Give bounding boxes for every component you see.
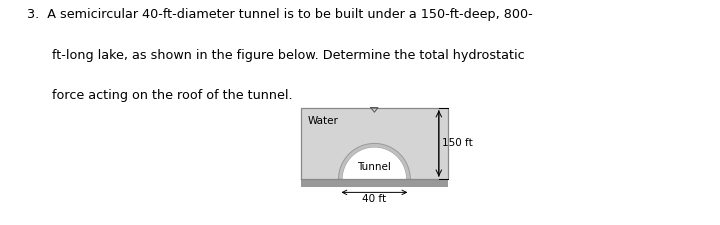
Text: Water: Water bbox=[307, 116, 338, 126]
Bar bbox=[301, 179, 448, 187]
Bar bbox=[301, 108, 448, 179]
Text: 150 ft: 150 ft bbox=[442, 138, 472, 148]
Polygon shape bbox=[338, 144, 410, 179]
Polygon shape bbox=[343, 148, 406, 179]
Text: 3.  A semicircular 40-ft-diameter tunnel is to be built under a 150-ft-deep, 800: 3. A semicircular 40-ft-diameter tunnel … bbox=[27, 8, 533, 21]
Text: 40 ft: 40 ft bbox=[362, 194, 387, 204]
Text: Tunnel: Tunnel bbox=[357, 162, 392, 172]
Text: ft-long lake, as shown in the figure below. Determine the total hydrostatic: ft-long lake, as shown in the figure bel… bbox=[52, 49, 524, 62]
Text: force acting on the roof of the tunnel.: force acting on the roof of the tunnel. bbox=[52, 89, 292, 102]
